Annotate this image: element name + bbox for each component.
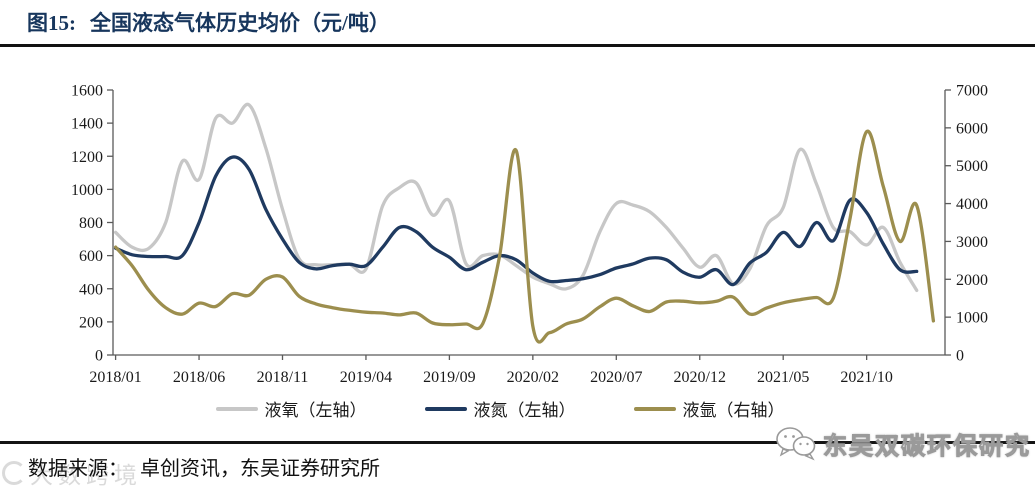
legend-item: 液氮（左轴） <box>424 396 576 421</box>
legend-swatch <box>633 406 676 411</box>
svg-text:3000: 3000 <box>956 234 988 251</box>
svg-text:4000: 4000 <box>956 196 988 213</box>
legend-swatch <box>424 406 467 411</box>
svg-text:1000: 1000 <box>71 182 103 199</box>
figure-header: 图15: 全国液态气体历史均价（元/吨） <box>27 7 390 37</box>
svg-text:1600: 1600 <box>71 83 103 100</box>
svg-text:200: 200 <box>79 314 103 331</box>
svg-text:800: 800 <box>79 215 103 232</box>
watermark-right: 东吴双碳环保研究 <box>775 425 1031 461</box>
svg-text:2021/05: 2021/05 <box>757 369 809 386</box>
figure-title: 全国液态气体历史均价（元/吨） <box>90 11 390 35</box>
figure-number: 图15: <box>27 11 76 35</box>
source-text: 卓创资讯，东吴证券研究所 <box>140 458 380 480</box>
svg-text:2018/11: 2018/11 <box>257 369 309 386</box>
svg-text:2019/04: 2019/04 <box>340 369 392 386</box>
legend-item: 液氩（右轴） <box>633 396 785 421</box>
legend-label: 液氮（左轴） <box>473 401 576 420</box>
title-divider <box>0 44 1035 47</box>
legend-label: 液氧（左轴） <box>264 401 367 420</box>
svg-text:1200: 1200 <box>71 149 103 166</box>
svg-text:1000: 1000 <box>956 310 988 327</box>
legend-item: 液氧（左轴） <box>215 396 367 421</box>
svg-text:2020/12: 2020/12 <box>674 369 726 386</box>
svg-text:0: 0 <box>95 348 103 365</box>
svg-text:2021/10: 2021/10 <box>840 369 892 386</box>
series-left <box>113 102 919 293</box>
watermark-left-text: 大数跨境 <box>30 463 142 488</box>
svg-text:1400: 1400 <box>71 116 103 133</box>
svg-text:5000: 5000 <box>956 158 988 175</box>
watermark-right-text: 东吴双碳环保研究 <box>823 433 1031 460</box>
svg-text:2018/06: 2018/06 <box>173 369 225 386</box>
svg-text:6000: 6000 <box>956 120 988 137</box>
chart-legend: 液氧（左轴） 液氮（左轴） 液氩（右轴） <box>30 396 970 421</box>
watermark-logo-icon <box>2 461 26 485</box>
legend-label: 液氩（右轴） <box>682 401 785 420</box>
footer-divider <box>0 441 1035 444</box>
svg-text:400: 400 <box>79 281 103 298</box>
watermark-left: 大数跨境 <box>2 456 142 490</box>
svg-text:600: 600 <box>79 248 103 265</box>
price-line-chart: 0 200 400 600 800 1000 1200 1400 1600 0 1000 2000 30… <box>71 83 988 387</box>
series-right <box>113 129 936 344</box>
svg-text:2018/01: 2018/01 <box>89 369 141 386</box>
svg-text:7000: 7000 <box>956 83 988 100</box>
svg-text:2019/09: 2019/09 <box>423 369 475 386</box>
wechat-icon <box>776 427 816 461</box>
source-line: 数据来源： 卓创资讯，东吴证券研究所 <box>28 452 380 481</box>
svg-text:2000: 2000 <box>956 272 988 289</box>
series-left <box>113 155 919 287</box>
legend-swatch <box>215 406 258 411</box>
source-label: 数据来源： <box>28 458 128 480</box>
svg-text:2020/07: 2020/07 <box>590 369 642 386</box>
svg-text:2020/02: 2020/02 <box>507 369 559 386</box>
svg-text:0: 0 <box>956 348 964 365</box>
